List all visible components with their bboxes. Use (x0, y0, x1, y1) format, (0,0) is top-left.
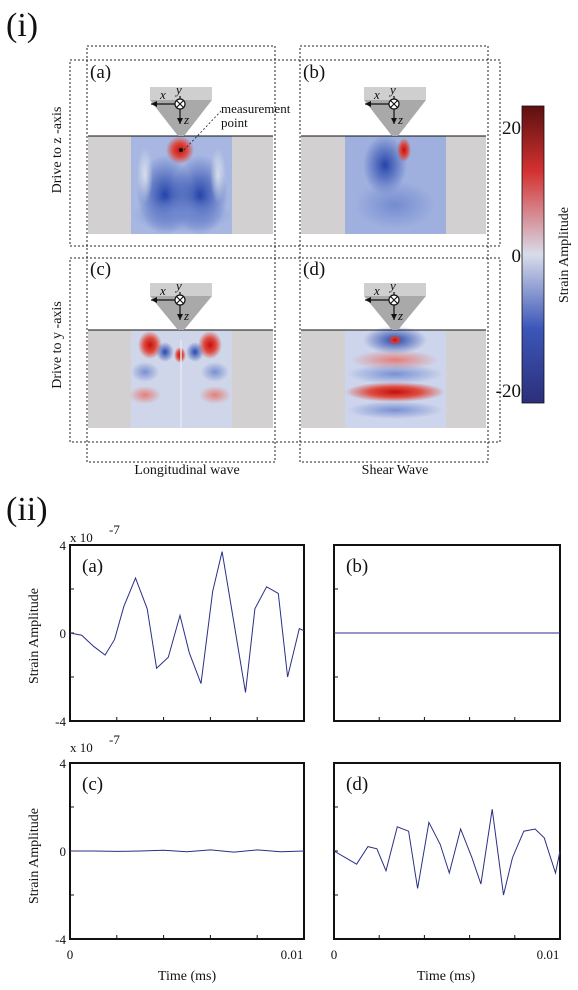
point-label: point (221, 115, 248, 130)
svg-text:z: z (397, 308, 403, 323)
strain-series-line (333, 809, 561, 896)
column-label-shear: Shear Wave (362, 463, 429, 478)
svg-text:x: x (373, 283, 380, 298)
coordinate-icon-a (151, 96, 186, 124)
column-label-longitudinal: Longitudinal wave (134, 463, 239, 478)
y-tick-label: 0 (60, 844, 67, 859)
colorbar-tick-0: 0 (512, 246, 522, 267)
xlabel-left: Time (ms) (158, 969, 217, 984)
panel-c-simulation (88, 283, 273, 428)
y-tick-label: 0 (60, 626, 67, 641)
xlabel-right: Time (ms) (417, 969, 476, 984)
colorbar-label: Strain Amplitude (557, 207, 572, 303)
part-ii-label: (ii) (6, 491, 48, 528)
colorbar (521, 105, 545, 404)
svg-text:z: z (397, 112, 403, 127)
multiplier-bottom: x 10 (70, 740, 93, 755)
exponent-top: -7 (109, 522, 120, 537)
line-charts: (a)40-4(b)(c)40-40 0.01(d)0 0.01 (55, 538, 561, 962)
strain-chart-c: (c)40-40 0.01 (55, 756, 305, 962)
part-i-label: (i) (6, 7, 38, 44)
x-tick-label: 0.01 (281, 947, 304, 962)
plot-frame (69, 544, 305, 722)
coordinate-icon-c (151, 292, 186, 320)
svg-text:x: x (159, 283, 166, 298)
x-tick-label: 0 (67, 947, 74, 962)
svg-text:z: z (183, 112, 189, 127)
y-tick-label: 4 (60, 756, 67, 771)
plot-panel-label: (b) (346, 556, 368, 577)
panel-a-label: (a) (90, 62, 111, 83)
colorbar-tick-neg20: -20 (496, 381, 521, 402)
svg-text:x: x (159, 87, 166, 102)
svg-text:y: y (174, 278, 182, 293)
panel-d-label: (d) (303, 259, 325, 280)
colorbar-tick-20: 20 (502, 118, 521, 139)
strain-chart-a: (a) 4 0 -4 (55, 538, 305, 729)
panel-d-simulation (301, 283, 486, 428)
strain-series-line (70, 849, 305, 853)
plot-panel-label: (c) (82, 774, 103, 795)
svg-text:y: y (174, 82, 182, 97)
ylabel-top: Strain Amplitude (27, 588, 42, 684)
y-tick-label: -4 (55, 714, 66, 729)
dotted-frames (69, 45, 501, 463)
ylabel-bottom: Strain Amplitude (27, 808, 42, 904)
y-tick-label: 4 (60, 538, 67, 553)
panel-a-simulation (88, 87, 273, 235)
y-tick-label: -4 (55, 932, 66, 947)
x-tick-label: 0.01 (537, 947, 560, 962)
row-label-y: Drive to y -axis (50, 301, 65, 388)
row-label-z: Drive to z -axis (50, 107, 65, 194)
svg-text:y: y (388, 82, 396, 97)
plot-panel-label: (a) (82, 556, 103, 577)
coordinate-icon-d (365, 292, 400, 320)
measurement-label: measurement (221, 101, 291, 116)
strain-chart-b: (b) (333, 544, 561, 722)
svg-text:y: y (388, 278, 396, 293)
strain-series-line (69, 551, 305, 693)
panel-b-label: (b) (303, 62, 325, 83)
strain-chart-d: (d) 0 0.01 (331, 762, 561, 962)
exponent-bottom: -7 (109, 732, 120, 747)
multiplier-top: x 10 (70, 530, 93, 545)
svg-text:x: x (373, 87, 380, 102)
panel-c-label: (c) (90, 259, 111, 280)
plot-panel-label: (d) (346, 774, 368, 795)
plot-frame (333, 762, 561, 940)
x-tick-label: 0 (331, 947, 338, 962)
coordinate-icon-b (365, 96, 400, 124)
svg-text:z: z (183, 308, 189, 323)
